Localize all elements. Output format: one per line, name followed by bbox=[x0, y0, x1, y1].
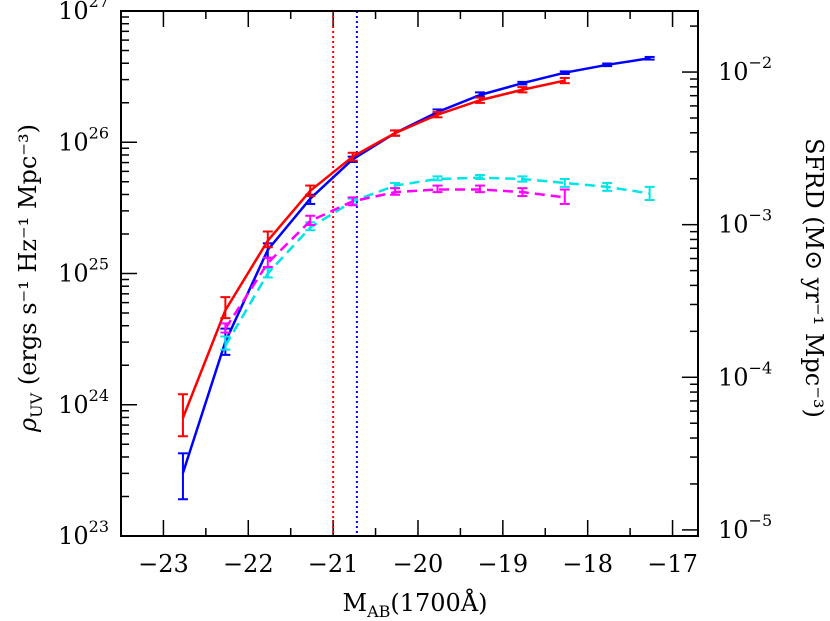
error-bar bbox=[474, 96, 485, 104]
error-bar bbox=[474, 184, 485, 194]
x-tick-label: −18 bbox=[562, 550, 613, 578]
y-tick-label-right: 10−4 bbox=[718, 358, 772, 391]
plot-frame bbox=[120, 10, 699, 537]
x-tick-label: −21 bbox=[308, 550, 359, 578]
series-1 bbox=[177, 76, 570, 438]
error-bar bbox=[517, 187, 528, 198]
y-tick-label-right: 10−3 bbox=[718, 206, 772, 239]
error-bar bbox=[474, 91, 485, 98]
x-tick-label: −23 bbox=[138, 550, 189, 578]
error-bar bbox=[390, 129, 401, 137]
error-bar bbox=[474, 174, 485, 180]
series-line bbox=[224, 176, 650, 347]
series-layer bbox=[177, 55, 655, 501]
error-bar bbox=[220, 335, 231, 351]
error-bar bbox=[347, 196, 358, 207]
error-bar bbox=[390, 187, 401, 196]
x-axis-label-main: M bbox=[342, 589, 367, 617]
error-bar bbox=[305, 184, 316, 198]
x-axis-label: MAB(1700Å) bbox=[342, 588, 487, 621]
error-bar bbox=[177, 452, 188, 501]
y-axis-label-left-sub: UV bbox=[27, 392, 46, 417]
y-axis-label-right: SFRD (M⊙ yr⁻¹ Mpc⁻³) bbox=[800, 138, 828, 418]
error-bar bbox=[517, 80, 528, 86]
x-tick-label: −19 bbox=[478, 550, 529, 578]
series-3 bbox=[220, 184, 570, 334]
error-bar bbox=[602, 181, 613, 192]
y-tick-label-left: 1027 bbox=[58, 0, 109, 25]
series-line bbox=[224, 188, 565, 330]
error-bar bbox=[559, 178, 570, 188]
y-tick-labels-right: 10−5 10−4 10−3 10−2 bbox=[718, 53, 772, 544]
series-2 bbox=[220, 174, 655, 351]
error-bar bbox=[517, 86, 528, 94]
error-bar bbox=[644, 185, 655, 201]
error-bar bbox=[432, 175, 443, 182]
y-tick-label-right: 10−2 bbox=[718, 53, 772, 86]
y-tick-label-left: 1023 bbox=[58, 517, 109, 550]
error-bar bbox=[602, 62, 613, 68]
error-bar bbox=[262, 256, 273, 268]
x-axis-label-tail: (1700Å) bbox=[390, 588, 487, 617]
error-bar bbox=[432, 184, 443, 194]
y-tick-label-left: 1024 bbox=[58, 386, 109, 419]
y-tick-label-left: 1026 bbox=[58, 123, 109, 156]
error-bar bbox=[517, 175, 528, 183]
threshold-lines bbox=[332, 11, 358, 536]
error-bar bbox=[347, 151, 358, 162]
y-axis-label-left: ρUV (ergs s⁻¹ Hz⁻¹ Mpc⁻³) bbox=[14, 124, 46, 433]
y-axis-label-left-main: ρ bbox=[14, 418, 42, 433]
error-bar bbox=[305, 214, 316, 226]
y-tick-label-left: 1025 bbox=[58, 255, 109, 288]
y-axis-label-left-tail: (ergs s⁻¹ Hz⁻¹ Mpc⁻³) bbox=[14, 124, 42, 393]
y-tick-label-right: 10−5 bbox=[718, 511, 772, 544]
error-bar bbox=[432, 111, 443, 119]
x-tick-labels: −23 −22 −21 −20 −19 −18 −17 bbox=[138, 550, 698, 578]
y-tick-labels-left: 1023 1024 1025 1026 1027 bbox=[58, 0, 109, 550]
series-line bbox=[181, 79, 566, 419]
error-bar bbox=[559, 76, 570, 85]
x-tick-label: −20 bbox=[393, 550, 444, 578]
axis-ticks bbox=[120, 11, 698, 537]
error-bar bbox=[559, 188, 570, 205]
error-bar bbox=[220, 296, 231, 320]
error-bar bbox=[262, 230, 273, 249]
error-bar bbox=[644, 55, 655, 61]
x-tick-label: −17 bbox=[647, 550, 698, 578]
error-bar bbox=[177, 393, 188, 438]
x-axis-label-sub: AB bbox=[366, 602, 390, 621]
error-bar bbox=[220, 322, 231, 334]
x-tick-label: −22 bbox=[223, 550, 274, 578]
error-bar bbox=[559, 70, 570, 75]
